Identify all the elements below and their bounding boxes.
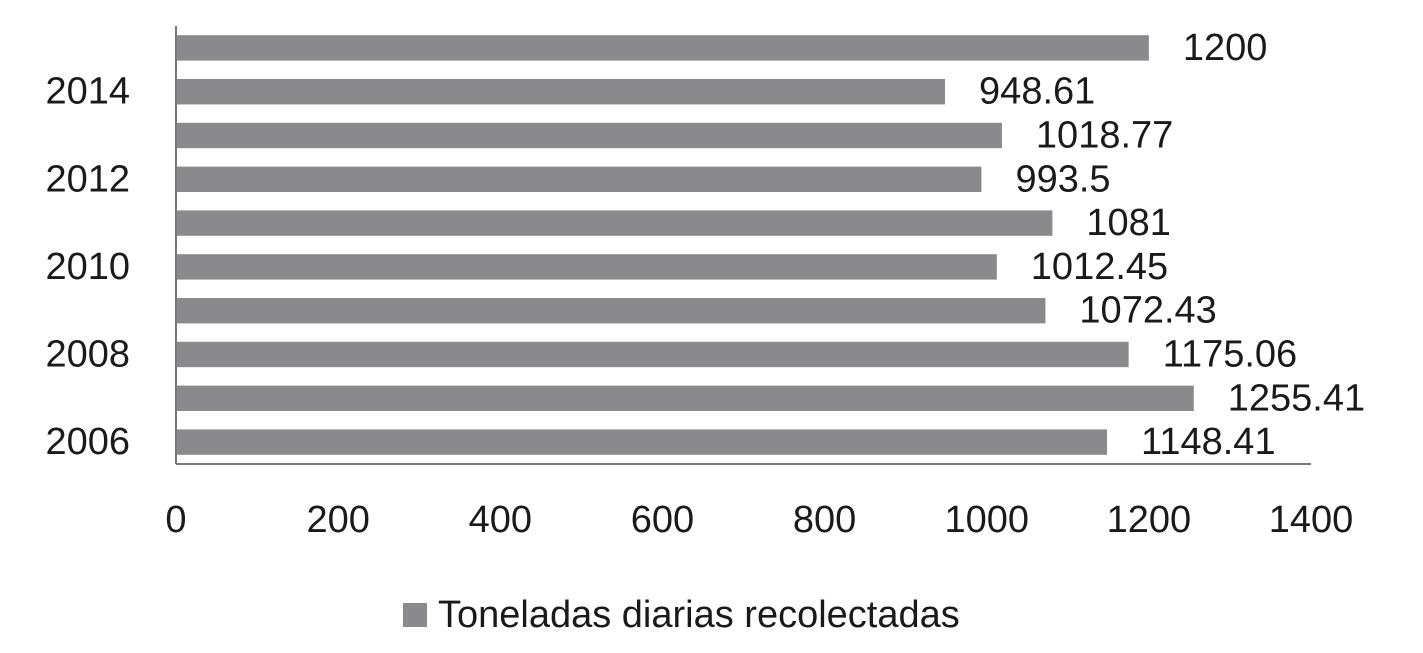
- x-tick-label-600: 600: [631, 499, 694, 541]
- bar-2010: [176, 254, 997, 280]
- bars-group: [176, 35, 1194, 455]
- bar-2006: [176, 429, 1108, 455]
- x-tick-label-1200: 1200: [1107, 499, 1192, 541]
- data-label-2015: 1200: [1183, 27, 1268, 69]
- x-tick-label-1400: 1400: [1269, 499, 1354, 541]
- x-tick-label-200: 200: [306, 499, 369, 541]
- x-tick-label-800: 800: [793, 499, 856, 541]
- y-tick-label-2010: 2010: [45, 246, 130, 288]
- y-tick-label-2006: 2006: [45, 421, 130, 463]
- bar-2008: [176, 341, 1129, 368]
- bar-2007: [176, 385, 1194, 412]
- x-tick-label-0: 0: [165, 499, 186, 541]
- bar-2014: [176, 78, 946, 105]
- legend: Toneladas diarias recolectadas: [403, 594, 960, 636]
- data-label-2013: 1018.77: [1036, 115, 1173, 157]
- legend-swatch: [403, 603, 427, 627]
- data-label-2007: 1255.41: [1228, 377, 1365, 419]
- data-label-2009: 1072.43: [1079, 290, 1216, 332]
- legend-label: Toneladas diarias recolectadas: [438, 594, 960, 636]
- x-tick-label-400: 400: [469, 499, 532, 541]
- bar-2011: [176, 210, 1053, 236]
- y-tick-label-2008: 2008: [45, 334, 130, 376]
- y-axis-tick-labels: 2006 2008 2010 2012 2014: [45, 71, 130, 463]
- data-labels-group: 1148.411255.411175.061072.431012.4510819…: [979, 27, 1365, 463]
- bar-2015: [176, 35, 1149, 61]
- bar-2012: [176, 166, 982, 193]
- bar-2009: [176, 297, 1046, 324]
- data-label-2006: 1148.41: [1141, 421, 1276, 463]
- data-label-2014: 948.61: [979, 71, 1095, 113]
- y-tick-label-2014: 2014: [45, 71, 130, 113]
- x-axis-tick-labels: 0 200 400 600 800 1000 1200 1400: [165, 499, 1353, 541]
- data-label-2012: 993.5: [1015, 158, 1110, 200]
- data-label-2008: 1175.06: [1163, 334, 1298, 376]
- data-label-2011: 1081: [1086, 202, 1171, 244]
- bar-2013: [176, 122, 1002, 149]
- data-label-2010: 1012.45: [1031, 246, 1168, 288]
- x-tick-label-1000: 1000: [944, 499, 1029, 541]
- y-tick-label-2012: 2012: [45, 158, 130, 200]
